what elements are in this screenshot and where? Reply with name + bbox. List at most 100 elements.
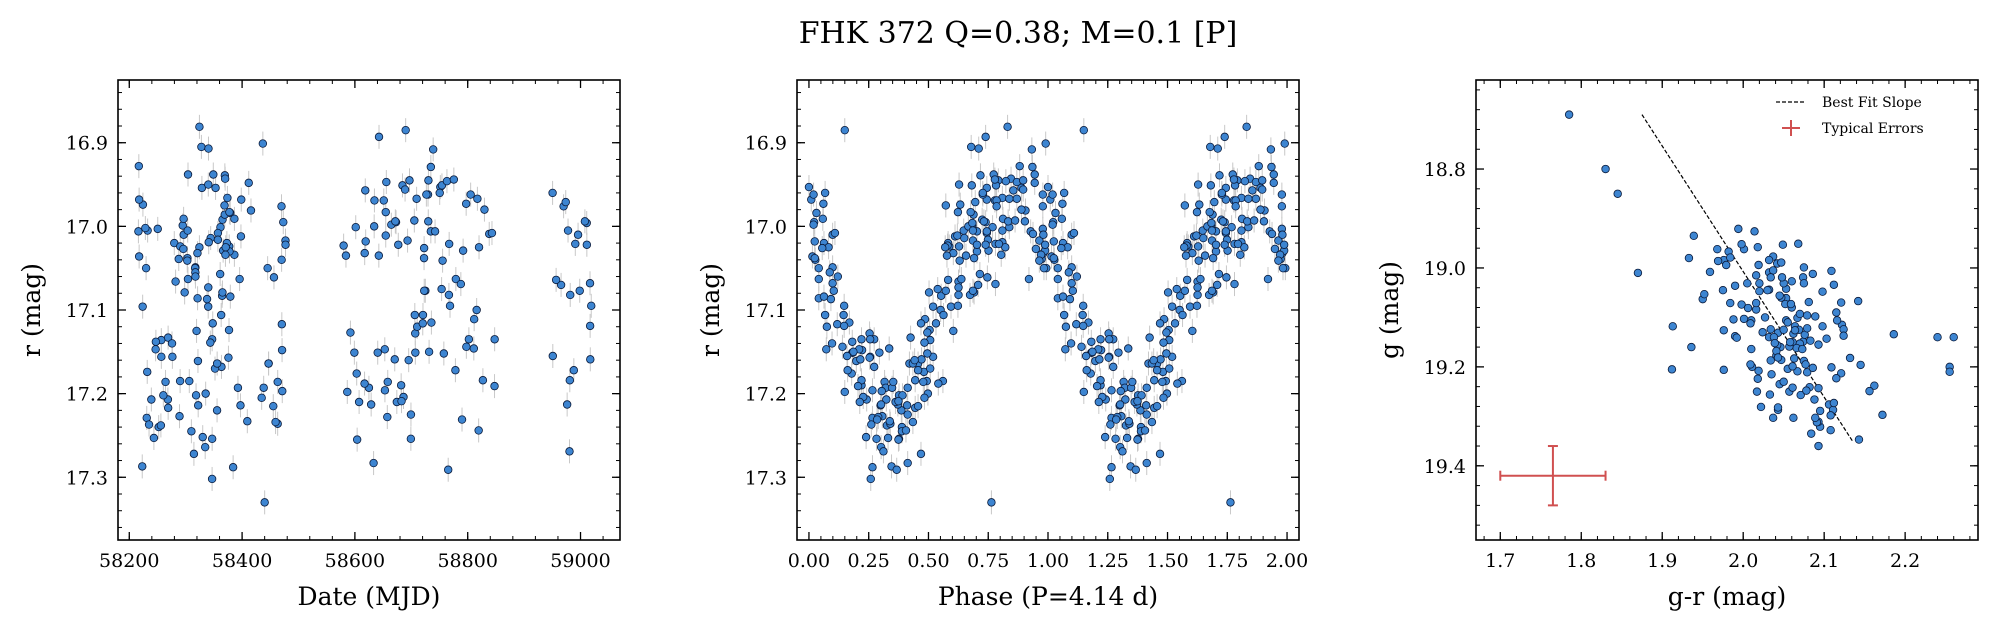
- data-point: [442, 176, 452, 186]
- data-point: [1079, 387, 1089, 397]
- data-point: [1010, 216, 1020, 225]
- data-point: [1155, 449, 1165, 459]
- data-point: [207, 474, 217, 484]
- x-tick-label: 58200: [99, 550, 159, 572]
- data-point: [1107, 386, 1116, 395]
- data-point: [263, 263, 272, 273]
- data-point: [279, 217, 288, 227]
- data-point: [1208, 253, 1218, 263]
- data-point: [352, 435, 362, 444]
- data-point: [1005, 194, 1014, 203]
- data-point: [1081, 351, 1091, 361]
- data-point: [480, 205, 489, 214]
- data-point: [1158, 377, 1167, 387]
- data-point: [204, 238, 213, 247]
- data-point: [1269, 178, 1278, 188]
- data-point: [1106, 420, 1115, 429]
- data-point: [1795, 309, 1805, 319]
- data-point: [869, 362, 879, 372]
- data-point: [1124, 344, 1133, 353]
- data-point: [207, 434, 217, 443]
- data-point: [490, 335, 499, 344]
- data-point: [1121, 395, 1130, 404]
- axes-frame: [117, 79, 621, 541]
- x-tick-label: 2.1: [1809, 550, 1839, 572]
- data-point: [1777, 258, 1786, 267]
- data-point: [458, 246, 468, 255]
- data-point: [1240, 176, 1250, 186]
- data-point: [161, 377, 170, 387]
- data-point: [1020, 217, 1030, 226]
- data-point: [354, 397, 364, 407]
- data-point: [1854, 435, 1864, 444]
- data-point: [273, 377, 282, 387]
- data-point: [1152, 366, 1162, 375]
- data-point: [827, 339, 837, 348]
- data-point: [928, 302, 938, 311]
- data-point: [1048, 220, 1057, 229]
- data-point: [931, 319, 941, 328]
- data-point: [1258, 185, 1267, 194]
- data-point: [380, 345, 389, 354]
- data-point: [341, 251, 351, 260]
- data-point: [1018, 185, 1028, 194]
- data-point: [1743, 303, 1753, 313]
- data-point: [204, 180, 213, 189]
- data-point: [1768, 413, 1778, 423]
- data-point: [1263, 274, 1273, 284]
- data-point: [163, 333, 173, 342]
- data-point: [1730, 281, 1740, 290]
- data-point: [1269, 170, 1278, 179]
- data-point: [561, 197, 570, 207]
- data-point: [885, 417, 894, 426]
- data-point: [956, 200, 965, 209]
- data-point: [1024, 274, 1034, 284]
- data-point: [437, 284, 446, 294]
- data-point: [1770, 338, 1779, 348]
- data-point: [403, 236, 412, 245]
- data-point: [223, 193, 232, 203]
- data-point: [1059, 310, 1069, 320]
- y-tick-label: 19.2: [1424, 357, 1466, 379]
- data-point: [271, 417, 280, 427]
- data-point: [1753, 374, 1762, 383]
- data-point: [1719, 365, 1728, 375]
- data-point: [1764, 255, 1774, 265]
- data-point: [1249, 216, 1259, 225]
- data-point: [1773, 403, 1783, 412]
- data-point: [213, 235, 223, 244]
- data-point: [1279, 240, 1289, 249]
- data-point: [171, 277, 180, 286]
- data-point: [818, 243, 827, 253]
- data-point: [1752, 387, 1762, 396]
- best-fit-line: [1641, 114, 1854, 442]
- data-point: [809, 220, 818, 229]
- data-point: [875, 348, 884, 357]
- data-point: [221, 250, 230, 259]
- data-point: [233, 383, 243, 392]
- data-point: [1207, 286, 1217, 295]
- data-point: [438, 256, 447, 265]
- data-point: [246, 206, 256, 215]
- data-point: [212, 406, 222, 415]
- y-tick-label: 18.8: [1424, 159, 1466, 181]
- data-point: [179, 244, 188, 254]
- data-point: [134, 227, 143, 236]
- data-point: [1015, 161, 1024, 171]
- data-point: [1756, 402, 1766, 412]
- x-axis-label: g-r (mag): [1668, 582, 1786, 611]
- data-point: [992, 202, 1001, 211]
- data-point: [1278, 263, 1288, 273]
- data-point: [954, 290, 963, 300]
- data-point: [1214, 269, 1224, 279]
- data-point: [1732, 333, 1741, 342]
- data-point: [218, 288, 227, 297]
- data-point: [277, 202, 286, 211]
- data-point: [1140, 426, 1150, 435]
- data-point: [225, 207, 234, 217]
- data-point: [1267, 162, 1276, 172]
- data-point: [840, 387, 849, 397]
- data-point: [151, 337, 161, 346]
- data-point: [1142, 458, 1151, 468]
- data-point: [981, 132, 990, 142]
